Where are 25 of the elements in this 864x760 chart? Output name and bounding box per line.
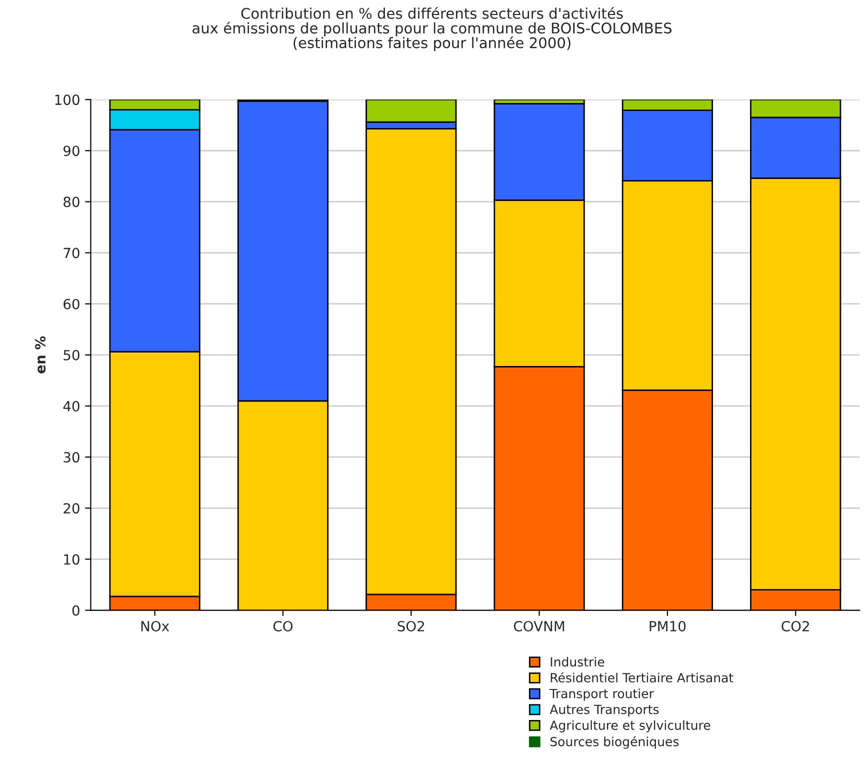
legend-label: Autres Transports — [550, 704, 659, 717]
y-tick-label: 100 — [55, 94, 80, 106]
legend-label: Transport routier — [550, 688, 654, 701]
legend-label: Résidentiel Tertiaire Artisanat — [550, 672, 734, 682]
y-tick-label: 20 — [64, 503, 80, 514]
x-tick-label: SO2 — [398, 620, 424, 632]
y-tick-label: 40 — [63, 400, 80, 412]
y-axis-title: en % — [35, 336, 46, 374]
y-tick-label: 70 — [64, 248, 80, 258]
x-tick-label: CO — [273, 620, 292, 632]
legend-label: Agriculture et sylviculture — [550, 720, 710, 732]
y-tick-label: 0 — [72, 605, 80, 616]
y-tick-label: 30 — [64, 452, 80, 463]
y-tick-label: 10 — [64, 554, 80, 565]
x-tick-label: NOx — [141, 620, 170, 632]
legend-label: Sources biogéniques — [550, 736, 679, 749]
x-tick-label: PM10 — [650, 620, 686, 632]
y-tick-label: 50 — [64, 350, 80, 360]
y-tick-label: 60 — [64, 298, 80, 310]
chart-title: Contribution en % des différents secteurs d'activités aux émissions de polluants pour la commune de BOIS-COLOMBES (estimations faites pour l'année 2000) — [192, 7, 672, 52]
y-tick-label: 80 — [64, 196, 80, 208]
y-tick-label: 90 — [64, 146, 80, 156]
x-tick-label: CO2 — [782, 620, 809, 632]
legend-label: Industrie — [550, 656, 604, 667]
x-tick-label: COVNM — [514, 620, 564, 632]
